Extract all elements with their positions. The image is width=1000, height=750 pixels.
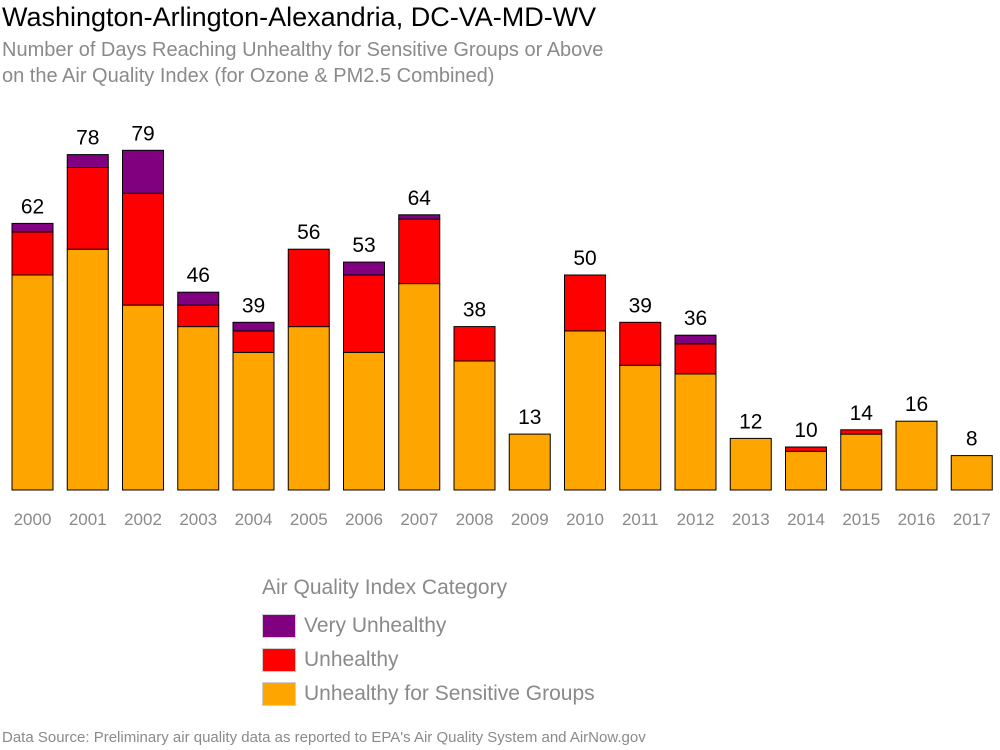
bar-segment-unhealthy-for-sensitive-groups-2008 xyxy=(453,360,496,491)
data-label-2002: 79 xyxy=(131,122,154,145)
data-label-2011: 39 xyxy=(629,294,652,317)
data-label-2005: 56 xyxy=(297,221,320,244)
bar-segment-very-unhealthy-2000 xyxy=(11,222,54,233)
x-tick-label-2004: 2004 xyxy=(235,510,273,529)
subtitle-line-1: Number of Days Reaching Unhealthy for Se… xyxy=(2,39,604,61)
bar-segment-unhealthy-for-sensitive-groups-2014 xyxy=(785,450,827,491)
bar-segment-unhealthy-for-sensitive-groups-2010 xyxy=(564,330,606,491)
data-label-2006: 53 xyxy=(352,234,375,257)
bar-segment-very-unhealthy-2004 xyxy=(232,321,275,332)
bar-segment-unhealthy-for-sensitive-groups-2003 xyxy=(177,326,220,491)
legend-swatch-very-unhealthy xyxy=(262,614,296,638)
bar-segment-unhealthy-2003 xyxy=(177,304,220,328)
bar-segment-unhealthy-for-sensitive-groups-2015 xyxy=(840,433,883,491)
data-label-2003: 46 xyxy=(187,264,210,287)
data-label-2016: 16 xyxy=(905,393,928,416)
data-label-2004: 39 xyxy=(242,294,265,317)
x-tick-label-2009: 2009 xyxy=(511,510,549,529)
legend-item-unhealthy: Unhealthy xyxy=(262,643,595,677)
bar-segment-unhealthy-2014 xyxy=(785,446,827,452)
bar-segment-very-unhealthy-2001 xyxy=(66,154,109,169)
bar-segment-unhealthy-for-sensitive-groups-2004 xyxy=(232,351,275,491)
legend-label-very-unhealthy: Very Unhealthy xyxy=(304,614,447,637)
bar-segment-unhealthy-for-sensitive-groups-2001 xyxy=(66,248,109,491)
chart-title: Washington-Arlington-Alexandria, DC-VA-M… xyxy=(2,2,597,32)
bar-segment-unhealthy-2001 xyxy=(66,167,109,250)
legend-label-unhealthy-for-sensitive-groups: Unhealthy for Sensitive Groups xyxy=(304,682,595,705)
bar-segment-unhealthy-2006 xyxy=(343,274,385,353)
bar-segment-unhealthy-for-sensitive-groups-2005 xyxy=(287,326,330,491)
legend-label-unhealthy: Unhealthy xyxy=(304,648,399,671)
bar-segment-unhealthy-2004 xyxy=(232,330,275,353)
x-tick-label-2017: 2017 xyxy=(953,510,991,529)
legend-title: Air Quality Index Category xyxy=(262,576,508,599)
x-tick-label-2008: 2008 xyxy=(456,510,494,529)
x-tick-label-2011: 2011 xyxy=(622,510,659,529)
x-tick-label-2003: 2003 xyxy=(179,510,217,529)
stacked-bar-chart: 62 2000 78 2001 79 2002 46 2003 39 2004 56 2005 53 20… xyxy=(11,122,993,529)
bar-segment-very-unhealthy-2003 xyxy=(177,291,220,306)
x-tick-label-2005: 2005 xyxy=(290,510,328,529)
data-label-2001: 78 xyxy=(76,127,99,150)
bar-segment-unhealthy-for-sensitive-groups-2013 xyxy=(729,437,772,491)
x-tick-label-2000: 2000 xyxy=(14,510,52,529)
bar-segment-unhealthy-2002 xyxy=(122,192,164,306)
x-tick-label-2010: 2010 xyxy=(566,510,604,529)
data-label-2008: 38 xyxy=(463,299,486,322)
chart-subtitle: Number of Days Reaching Unhealthy for Se… xyxy=(2,37,603,89)
x-tick-label-2007: 2007 xyxy=(400,510,438,529)
data-source-note: Data Source: Preliminary air quality dat… xyxy=(2,729,646,746)
bar-segment-unhealthy-for-sensitive-groups-2002 xyxy=(122,304,164,491)
x-tick-label-2015: 2015 xyxy=(842,510,880,529)
x-tick-label-2001: 2001 xyxy=(69,510,107,529)
x-tick-label-2006: 2006 xyxy=(345,510,383,529)
subtitle-line-2: on the Air Quality Index (for Ozone & PM… xyxy=(2,65,495,87)
bar-segment-very-unhealthy-2012 xyxy=(674,334,717,345)
bar-segment-unhealthy-for-sensitive-groups-2012 xyxy=(674,373,717,491)
data-label-2013: 12 xyxy=(739,410,762,433)
bar-segment-unhealthy-for-sensitive-groups-2017 xyxy=(950,455,993,491)
bar-segment-unhealthy-for-sensitive-groups-2016 xyxy=(895,420,938,491)
data-label-2017: 8 xyxy=(966,428,978,451)
bar-segment-unhealthy-for-sensitive-groups-2006 xyxy=(343,351,385,491)
data-label-2014: 10 xyxy=(794,419,817,442)
bar-segment-very-unhealthy-2007 xyxy=(398,214,441,220)
legend-item-very-unhealthy: Very Unhealthy xyxy=(262,609,595,643)
legend-items: Very Unhealthy Unhealthy Unhealthy for Sen… xyxy=(262,609,595,711)
bar-segment-unhealthy-2005 xyxy=(287,248,330,328)
x-tick-label-2016: 2016 xyxy=(898,510,936,529)
legend-item-unhealthy-for-sensitive-groups: Unhealthy for Sensitive Groups xyxy=(262,677,595,711)
bar-segment-unhealthy-2007 xyxy=(398,218,441,285)
bar-segment-unhealthy-for-sensitive-groups-2009 xyxy=(508,433,551,491)
bar-segment-unhealthy-2008 xyxy=(453,326,496,362)
bar-segment-unhealthy-for-sensitive-groups-2011 xyxy=(619,364,662,491)
x-tick-label-2002: 2002 xyxy=(124,510,162,529)
bar-segment-unhealthy-2010 xyxy=(564,274,606,332)
data-label-2007: 64 xyxy=(408,187,432,210)
bar-segment-unhealthy-2000 xyxy=(11,231,54,276)
legend: Air Quality Index Category Very Unhealth… xyxy=(262,576,595,711)
bar-segment-unhealthy-for-sensitive-groups-2000 xyxy=(11,274,54,491)
bar-segment-very-unhealthy-2002 xyxy=(122,149,164,194)
x-tick-label-2013: 2013 xyxy=(732,510,770,529)
data-label-2015: 14 xyxy=(850,402,874,425)
data-label-2010: 50 xyxy=(573,247,596,270)
data-label-2012: 36 xyxy=(684,307,707,330)
x-tick-label-2012: 2012 xyxy=(677,510,715,529)
legend-swatch-unhealthy xyxy=(262,648,296,672)
bar-segment-unhealthy-for-sensitive-groups-2007 xyxy=(398,283,441,491)
bar-segment-unhealthy-2012 xyxy=(674,343,717,375)
legend-swatch-unhealthy-for-sensitive-groups xyxy=(262,682,296,706)
bar-segment-unhealthy-2011 xyxy=(619,321,662,366)
x-tick-label-2014: 2014 xyxy=(787,510,825,529)
bar-segment-unhealthy-2015 xyxy=(840,429,883,435)
data-label-2000: 62 xyxy=(21,195,44,218)
bar-segment-very-unhealthy-2006 xyxy=(343,261,385,276)
data-label-2009: 13 xyxy=(518,406,541,429)
